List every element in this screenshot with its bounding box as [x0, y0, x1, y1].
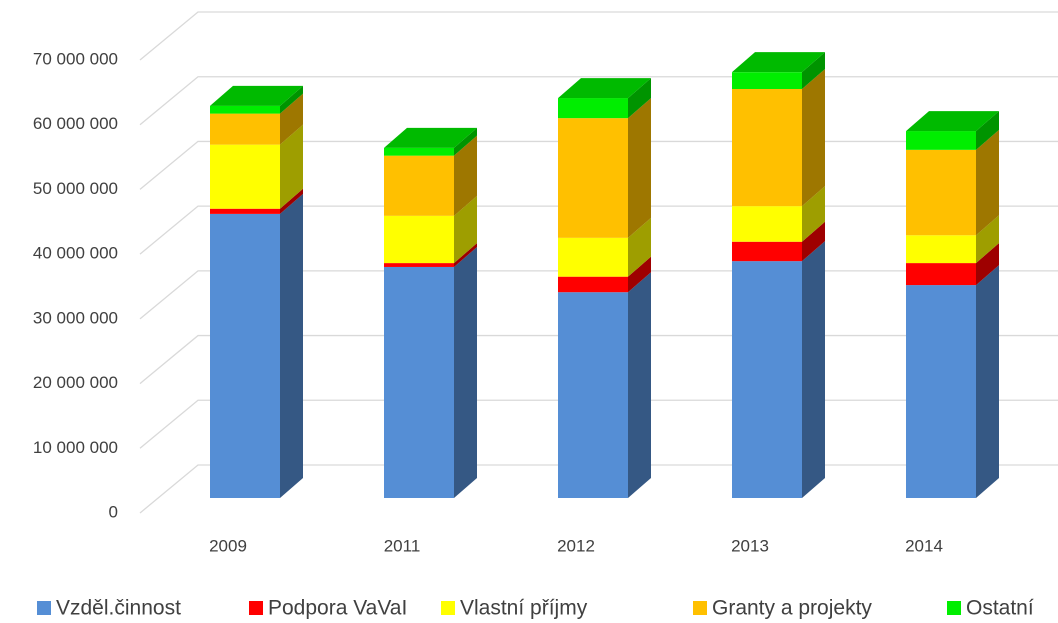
- grid-line: [139, 11, 1058, 61]
- legend-label: Vlastní příjmy: [460, 597, 588, 620]
- bar-side: [454, 243, 477, 267]
- bar-segment: [558, 118, 628, 238]
- bar-side: [454, 246, 477, 498]
- bar-segment: [732, 206, 802, 242]
- bar-segment: [384, 266, 454, 498]
- bar-side: [628, 217, 651, 277]
- bar-side: [802, 186, 825, 242]
- legend-label: Vzděl.činnost: [56, 597, 181, 620]
- bar-side: [280, 85, 303, 114]
- bar-top: [384, 127, 477, 148]
- bar-segment: [732, 89, 802, 207]
- bar-segment: [384, 155, 454, 216]
- legend-swatch: [37, 601, 51, 615]
- y-tick-label: 60 000 000: [33, 114, 118, 133]
- y-tick-label: 20 000 000: [33, 373, 118, 392]
- bar-segment: [558, 292, 628, 498]
- bar-segment: [558, 276, 628, 293]
- bar-side: [628, 78, 651, 119]
- y-tick-label: 40 000 000: [33, 244, 118, 263]
- x-tick-label: 2009: [209, 536, 247, 555]
- bar-segment: [732, 72, 802, 90]
- bar-side: [280, 188, 303, 214]
- bar-segment: [906, 285, 976, 498]
- bar-top: [732, 52, 825, 73]
- bar-side: [628, 256, 651, 293]
- bar-side: [976, 129, 999, 236]
- bar-segment: [210, 213, 280, 498]
- bar-side: [280, 193, 303, 498]
- legend-swatch: [441, 601, 455, 615]
- y-tick-label: 30 000 000: [33, 308, 118, 327]
- x-tick-label: 2014: [905, 536, 943, 555]
- bar-segment: [210, 144, 280, 209]
- bar-side: [802, 221, 825, 262]
- bar-side: [280, 124, 303, 209]
- x-tick-label: 2011: [384, 536, 421, 555]
- bar-side: [454, 195, 477, 264]
- bar-segment: [732, 261, 802, 498]
- bar-side: [280, 93, 303, 145]
- legend-swatch: [693, 601, 707, 615]
- y-tick-label: 70 000 000: [33, 49, 118, 68]
- bar-segment: [384, 215, 454, 264]
- bar-side: [628, 98, 651, 238]
- y-tick-label: 0: [109, 502, 118, 521]
- legend-swatch: [249, 601, 263, 615]
- legend-label: Granty a projekty: [712, 597, 872, 620]
- bar-segment: [906, 235, 976, 264]
- bar-segment: [210, 105, 280, 114]
- legend-label: Podpora VaVaI: [268, 597, 407, 620]
- bar-segment: [906, 263, 976, 286]
- bar-segment: [906, 149, 976, 236]
- bar-side: [454, 135, 477, 216]
- bar-side: [802, 241, 825, 498]
- bar-top: [558, 78, 651, 99]
- bar-segment: [732, 241, 802, 262]
- bar-segment: [384, 263, 454, 267]
- bar-top: [906, 111, 999, 132]
- bar-segment: [558, 237, 628, 277]
- bar-segment: [210, 208, 280, 214]
- x-tick-label: 2012: [557, 536, 595, 555]
- y-tick-label: 50 000 000: [33, 179, 118, 198]
- legend-label: Ostatní: [966, 597, 1034, 620]
- y-tick-label: 10 000 000: [33, 438, 118, 457]
- bar-side: [976, 215, 999, 264]
- bar-segment: [210, 113, 280, 145]
- legend-swatch: [947, 601, 961, 615]
- bar-segment: [906, 131, 976, 150]
- bar-top: [210, 85, 303, 106]
- bar-side: [976, 243, 999, 286]
- bar-side: [976, 265, 999, 498]
- bar-segment: [384, 147, 454, 156]
- bar-segment: [558, 98, 628, 119]
- bar-side: [802, 52, 825, 90]
- bar-side: [628, 272, 651, 498]
- bar-side: [802, 69, 825, 207]
- x-tick-label: 2013: [731, 536, 769, 555]
- bar-side: [976, 111, 999, 150]
- bar-side: [454, 127, 477, 156]
